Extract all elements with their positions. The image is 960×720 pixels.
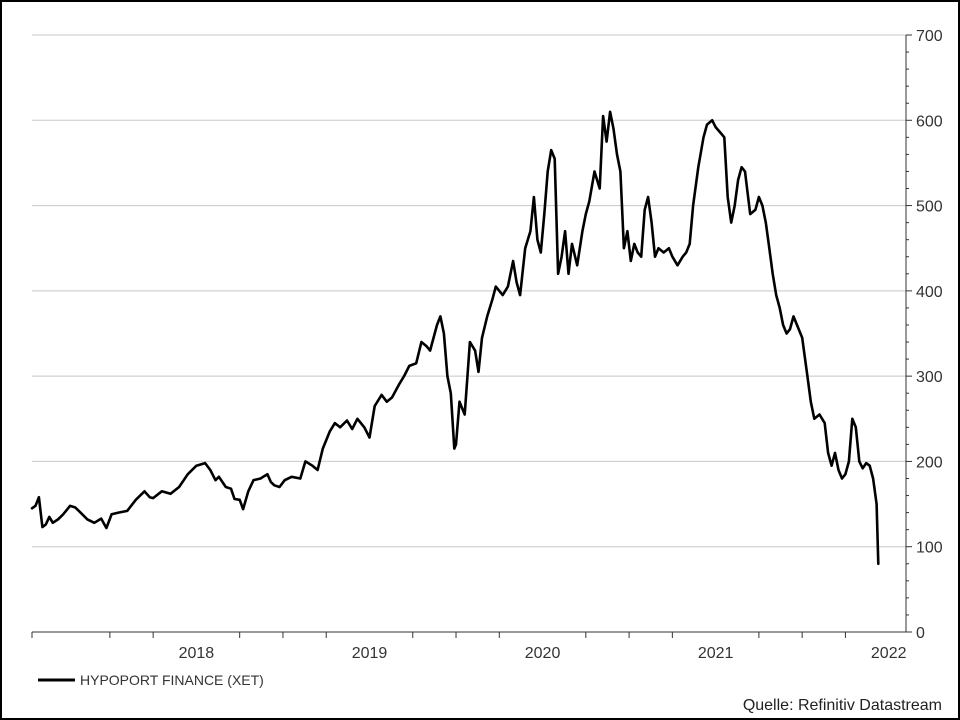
legend-label: HYPOPORT FINANCE (XET) [80, 672, 264, 688]
y-tick-label: 700 [916, 28, 943, 45]
y-tick-label: 400 [916, 284, 943, 301]
series-line [30, 110, 880, 566]
x-tick-label: 2019 [352, 645, 388, 662]
x-tick-label: 2020 [525, 645, 561, 662]
y-tick-label: 200 [916, 454, 943, 471]
y-tick-label: 100 [916, 540, 943, 557]
x-tick-label: 2018 [179, 645, 215, 662]
legend: HYPOPORT FINANCE (XET) [38, 672, 264, 688]
y-tick-label: 0 [916, 625, 925, 642]
gridlines [32, 34, 906, 548]
y-tick-label: 600 [916, 113, 943, 130]
y-tick-label: 500 [916, 199, 943, 216]
source-note: Quelle: Refinitiv Datastream [743, 697, 942, 714]
series-layer [30, 110, 880, 566]
y-tick-label: 300 [916, 369, 943, 386]
x-tick-label: 2022 [871, 645, 907, 662]
axes: 0 100 200 300 400 500 600 700 2018 2019 2020 2021 20… [31, 28, 943, 662]
x-tick-label: 2021 [698, 645, 734, 662]
